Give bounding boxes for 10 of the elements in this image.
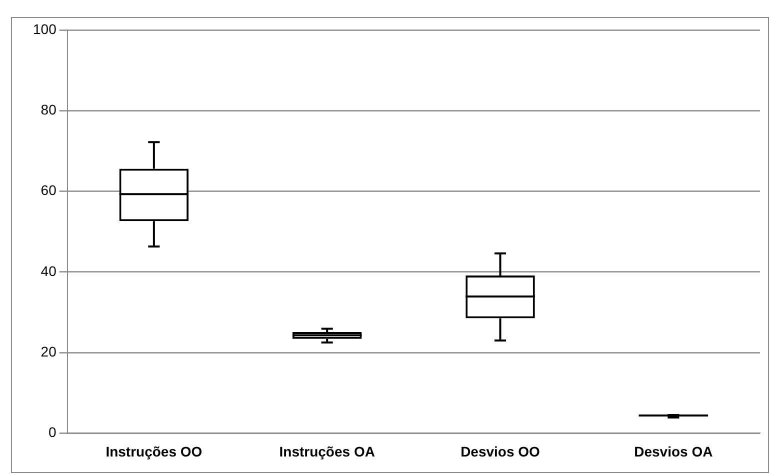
x-tick-label: Instruções OA <box>279 443 375 460</box>
y-tick-label: 60 <box>40 182 57 198</box>
y-tick-label: 80 <box>40 102 57 118</box>
y-tick-label: 100 <box>33 20 57 37</box>
x-tick-label: Desvios OO <box>460 443 540 460</box>
y-tick-label: 40 <box>40 262 57 279</box>
x-tick-label: Desvios OA <box>634 443 713 460</box>
y-tick-label: 20 <box>40 343 57 360</box>
y-tick-label: 0 <box>48 424 57 440</box>
x-tick-label: Instruções OO <box>106 443 202 460</box>
